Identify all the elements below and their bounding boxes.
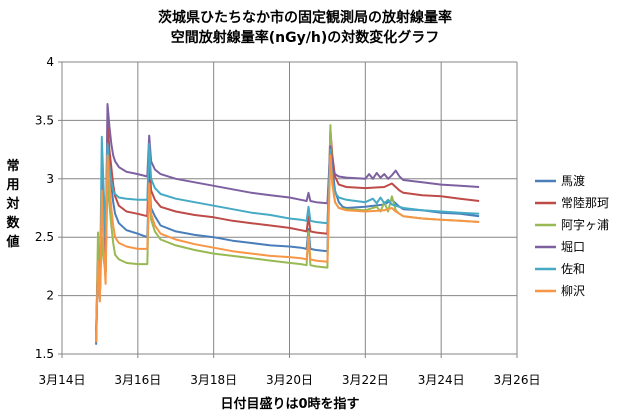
y-axis-label-char: 値 (5, 234, 19, 250)
legend-label: 柳沢 (561, 284, 585, 298)
x-tick-label: 3月14日 (39, 373, 86, 387)
series-line-5 (95, 135, 480, 337)
y-tick-label: 3 (46, 172, 54, 186)
y-axis-label-char: 対 (5, 196, 19, 212)
x-tick-label: 3月22日 (342, 373, 389, 387)
y-tick-label: 4 (46, 55, 54, 69)
x-tick-label: 3月26日 (494, 373, 541, 387)
series-line-4 (95, 103, 480, 331)
legend-label: 佐和 (561, 262, 585, 276)
legend-label: 阿字ヶ浦 (561, 217, 609, 232)
legend-label: 堀口 (561, 239, 585, 254)
y-tick-label: 2 (46, 289, 54, 303)
x-tick-label: 3月18日 (190, 373, 237, 387)
x-tick-label: 3月16日 (114, 373, 161, 387)
y-axis-label-char: 用 (5, 178, 19, 193)
x-tick-label: 3月20日 (266, 373, 313, 387)
series-line-2 (95, 119, 480, 343)
y-axis-label-char: 数 (6, 215, 20, 231)
gridlines (61, 61, 518, 355)
y-axis-label-char: 常 (6, 158, 19, 174)
y-axis-ticks: 1.5 2 2.5 3 3.5 4 (35, 55, 62, 361)
series-line-3 (95, 124, 480, 341)
series-lines (95, 103, 480, 345)
y-tick-label: 3.5 (35, 113, 54, 127)
x-tick-label: 3月24日 (418, 373, 465, 387)
x-axis-ticks: 3月14日 3月16日 3月18日 3月20日 3月22日 3月24日 3月26日 (39, 354, 541, 387)
chart-title: 茨城県ひたちなか市の固定観測局の放射線量率 (158, 9, 452, 26)
legend-label: 常陸那珂 (561, 196, 609, 210)
legend-label: 馬渡 (561, 173, 585, 188)
y-tick-label: 1.5 (35, 347, 54, 361)
series-line-1 (95, 138, 480, 345)
x-axis-label: 日付目盛りは0時を指す (220, 396, 359, 412)
chart-subtitle: 空間放射線量率(nGy/h)の対数変化グラフ (171, 29, 439, 46)
y-tick-label: 2.5 (35, 230, 54, 244)
series-line-6 (95, 154, 480, 343)
